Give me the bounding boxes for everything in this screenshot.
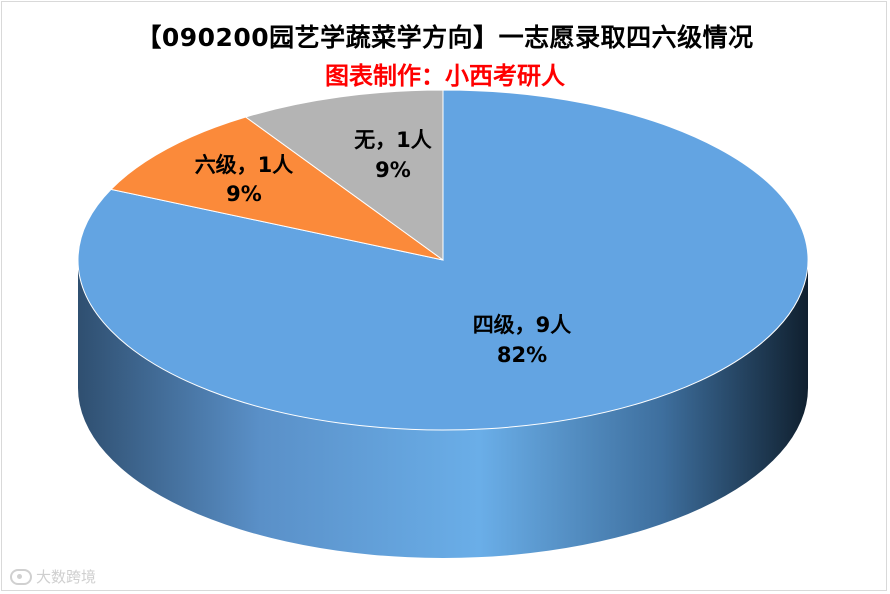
pie-slice-1 [109,116,444,261]
slice-label-wu-line2: 9% [375,158,411,182]
watermark: 大数跨境 [10,566,96,587]
slice-label-sijì-line2: 82% [497,343,547,367]
watermark-logo-icon [10,568,32,585]
pie-slice-2 [244,89,444,261]
watermark-text: 大数跨境 [36,568,97,586]
pie-top [77,89,809,431]
slice-label-wu-line1: 无，1人 [354,128,432,152]
pie-side-wall [78,260,808,558]
chart-subtitle: 图表制作：小西考研人 [325,62,565,90]
slice-label-sijì-line1: 四级，9人 [473,313,572,337]
slice-label-liuji-line1: 六级，1人 [195,153,294,177]
pie-side-wall-shape [78,260,808,558]
chart-title: 【090200园艺学蔬菜学方向】一志愿录取四六级情况 [136,23,754,52]
slice-label-liuji-line2: 9% [226,182,262,206]
